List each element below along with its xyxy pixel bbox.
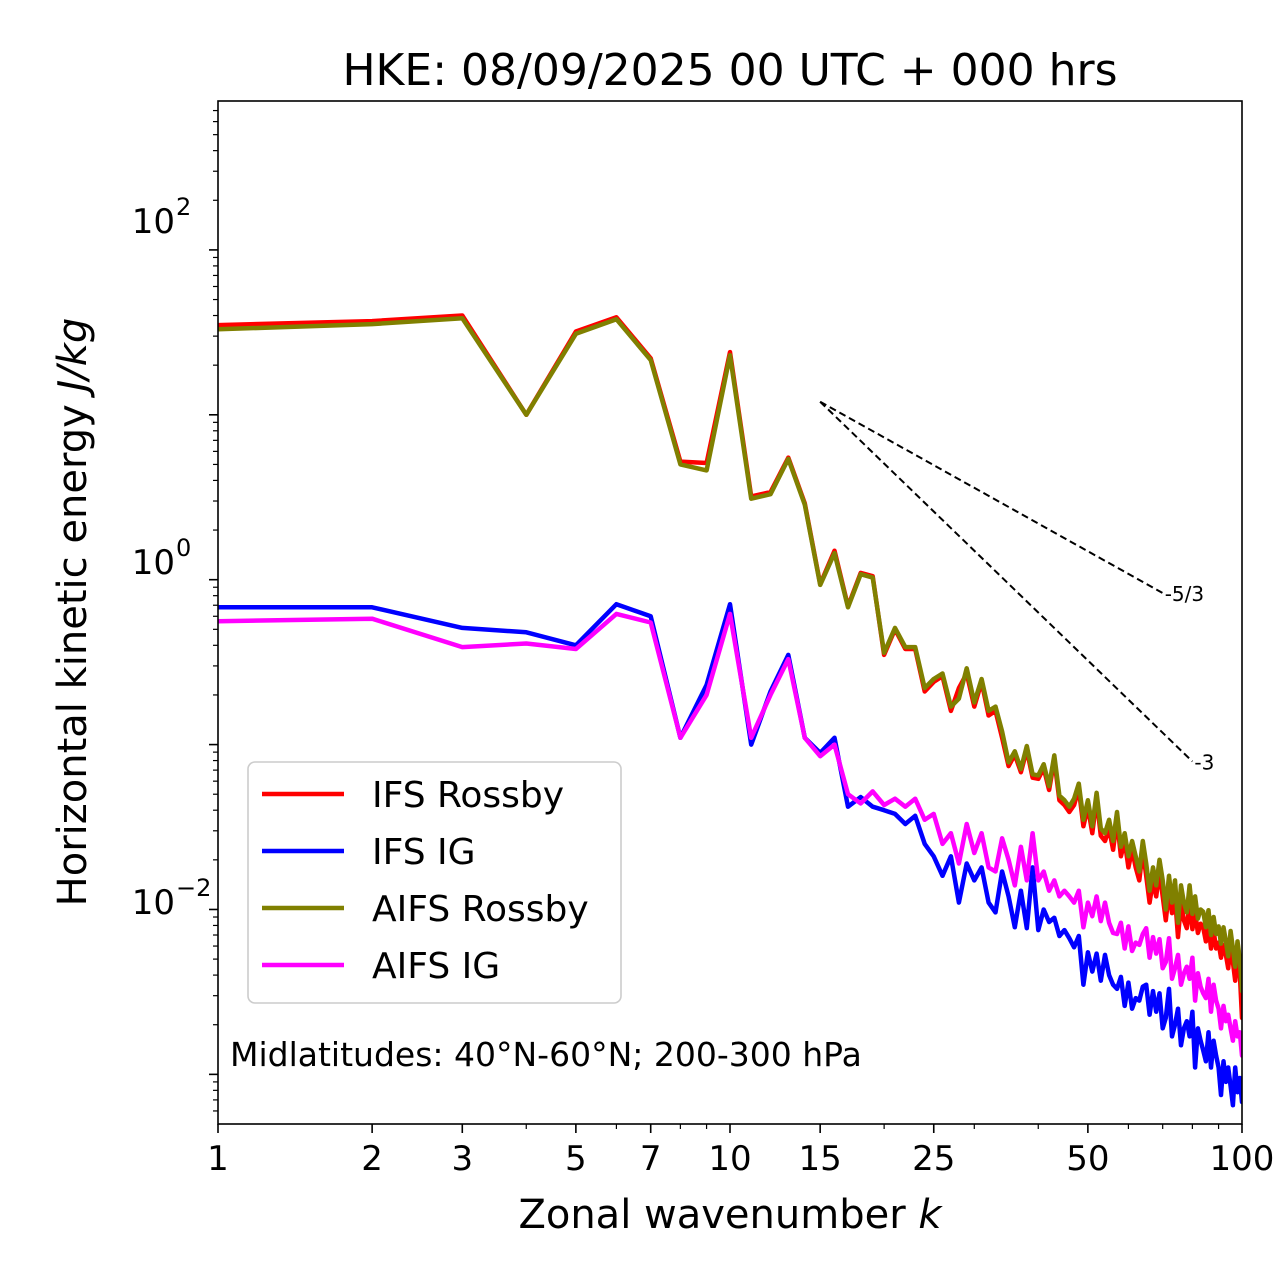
series-line-aifs-rossby xyxy=(218,316,1242,994)
x-tick-label: 10 xyxy=(708,1139,751,1179)
y-tick-label-exponent: −2 xyxy=(176,874,211,902)
legend-entry-aifs-rossby: AIFS Rossby xyxy=(262,889,589,930)
x-tick-label: 1 xyxy=(207,1139,229,1179)
legend-label: AIFS Rossby xyxy=(372,889,589,930)
x-tick-label: 15 xyxy=(799,1139,842,1179)
reference-slope-line xyxy=(819,401,1194,763)
y-tick-label-1e-2: 10 −2 xyxy=(132,874,212,923)
x-tick-label: 25 xyxy=(912,1139,955,1179)
region-annotation: Midlatitudes: 40°N-60°N; 200-300 hPa xyxy=(230,1035,862,1074)
legend-frame xyxy=(247,761,622,1004)
series-line-ifs-ig xyxy=(218,601,1242,1108)
legend-label: IFS Rossby xyxy=(372,775,564,816)
legend-entry-ifs-ig: IFS IG xyxy=(262,832,476,873)
series-line-aifs-ig xyxy=(218,611,1242,1058)
x-axis-label: Zonal wavenumber k xyxy=(518,1192,943,1238)
chart-title: HKE: 08/09/2025 00 UTC + 000 hrs xyxy=(342,45,1117,96)
y-axis-label: Horizontal kinetic energy J/kg xyxy=(50,318,96,907)
reference-slope-label: -5/3 xyxy=(1165,582,1204,606)
legend-entry-aifs-ig: AIFS IG xyxy=(262,946,500,987)
axis-ticks: 1 2 3 5 7 10 15 25 50 100 xyxy=(207,109,1275,1179)
legend: IFS Rossby IFS IG AIFS Rossby AIFS IG xyxy=(247,761,622,1004)
y-tick-label-exponent: 0 xyxy=(176,534,191,562)
y-tick-label-1e0: 10 0 xyxy=(132,534,192,583)
x-tick-label: 3 xyxy=(451,1139,473,1179)
x-tick-label: 7 xyxy=(640,1139,662,1179)
reference-slope-label: -3 xyxy=(1194,750,1214,774)
legend-label: IFS IG xyxy=(372,832,476,873)
y-tick-label-1e2: 10 2 xyxy=(132,193,192,242)
x-tick-label: 100 xyxy=(1210,1139,1275,1179)
y-tick-label-base: 10 xyxy=(132,543,175,583)
x-tick-label: 5 xyxy=(565,1139,587,1179)
x-tick-label: 2 xyxy=(361,1139,383,1179)
x-tick-label: 50 xyxy=(1066,1139,1109,1179)
legend-label: AIFS IG xyxy=(372,946,500,987)
y-tick-label-base: 10 xyxy=(132,202,175,242)
legend-entry-ifs-rossby: IFS Rossby xyxy=(262,775,564,816)
series-layer xyxy=(218,313,1242,1108)
y-tick-label-base: 10 xyxy=(132,883,175,923)
reference-slope-layer: -5/3 -3 xyxy=(819,400,1214,774)
y-tick-label-exponent: 2 xyxy=(176,193,191,221)
